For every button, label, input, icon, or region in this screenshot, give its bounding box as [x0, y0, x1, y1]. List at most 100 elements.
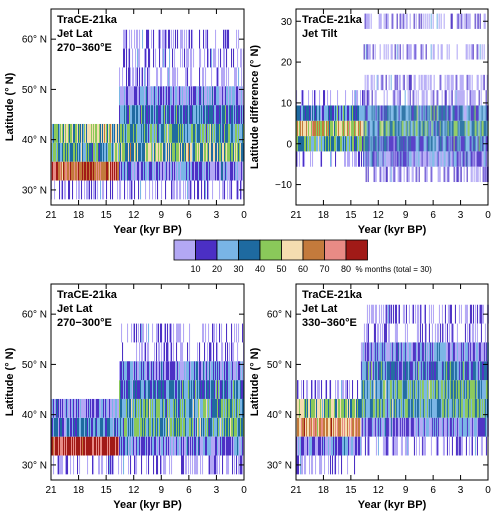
heatmap-cell: [127, 161, 129, 181]
heatmap-cell: [170, 436, 172, 456]
heatmap-cell: [316, 436, 318, 456]
heatmap-cell: [459, 380, 461, 399]
heatmap-cell: [428, 151, 430, 167]
heatmap-cell: [361, 361, 363, 381]
heatmap-cell: [437, 436, 439, 456]
heatmap-cell: [457, 380, 459, 399]
y-tick-label: −10: [275, 180, 292, 191]
heatmap-cell: [339, 436, 341, 456]
heatmap-cell: [423, 436, 425, 456]
heatmap-cell: [375, 105, 377, 121]
heatmap-cell: [121, 380, 123, 399]
heatmap-cell: [219, 380, 221, 399]
heatmap-cell: [324, 105, 326, 121]
heatmap-cell: [235, 436, 237, 456]
heatmap-cell: [416, 105, 418, 121]
heatmap-cell: [179, 361, 181, 381]
heatmap-cell: [481, 436, 483, 456]
heatmap-cell: [298, 120, 300, 137]
heatmap-cell: [123, 417, 125, 437]
heatmap-cell: [445, 380, 447, 399]
heatmap-cell: [157, 398, 159, 418]
heatmap-cell: [146, 361, 148, 381]
heatmap-cell: [161, 142, 163, 162]
heatmap-cell: [139, 342, 141, 362]
heatmap-cell: [312, 136, 314, 152]
heatmap-cell: [395, 436, 397, 456]
heatmap-cell: [366, 74, 368, 91]
heatmap-cell: [312, 398, 314, 418]
heatmap-cell: [132, 398, 134, 418]
x-tick-label: 6: [430, 210, 436, 221]
heatmap-cell: [147, 436, 149, 456]
heatmap-cell: [342, 380, 344, 399]
heatmap-cell: [399, 120, 401, 137]
heatmap-cell: [334, 455, 336, 475]
heatmap-cell: [387, 120, 389, 137]
heatmap-cell: [111, 398, 113, 418]
heatmap-cell: [365, 151, 367, 167]
heatmap-cell: [457, 417, 459, 437]
colorbar-swatch: [216, 239, 239, 261]
heatmap-cell: [365, 342, 367, 362]
heatmap-cell: [363, 136, 365, 152]
heatmap-cell: [208, 380, 210, 399]
heatmap-cell: [140, 142, 142, 162]
heatmap-cell: [475, 380, 477, 399]
heatmap-cell: [423, 90, 425, 106]
heatmap-cell: [165, 361, 167, 381]
heatmap-cell: [337, 90, 339, 106]
heatmap-cell: [355, 398, 357, 418]
heatmap-cell: [185, 455, 187, 475]
heatmap-cell: [466, 342, 468, 362]
heatmap-cell: [453, 136, 455, 152]
heatmap-cell: [212, 123, 214, 143]
heatmap-cell: [456, 44, 458, 60]
heatmap-cell: [210, 361, 212, 381]
heatmap-cell: [413, 105, 415, 121]
heatmap-cell: [160, 380, 162, 399]
heatmap-cell: [486, 361, 488, 381]
heatmap-cell: [352, 151, 354, 167]
heatmap-cell: [155, 86, 157, 106]
heatmap-cell: [101, 436, 103, 456]
heatmap-cell: [108, 417, 110, 437]
heatmap-cell: [418, 417, 420, 437]
heatmap-cell: [240, 105, 242, 124]
heatmap-cell: [390, 120, 392, 137]
heatmap-cell: [87, 180, 89, 200]
heatmap-cell: [132, 67, 134, 87]
heatmap-cell: [110, 455, 112, 475]
heatmap-cell: [338, 120, 340, 137]
heatmap-cell: [176, 361, 178, 381]
heatmap-cell: [448, 166, 450, 183]
heatmap-cell: [363, 136, 365, 152]
heatmap-cell: [345, 120, 347, 137]
heatmap-cell: [136, 417, 138, 437]
heatmap-cell: [91, 398, 93, 418]
heatmap-cell: [140, 380, 142, 399]
heatmap-cell: [337, 105, 339, 121]
colorbar-swatch: [345, 239, 368, 261]
heatmap-cell: [200, 436, 202, 456]
heatmap-cell: [93, 142, 95, 162]
heatmap-cell: [388, 74, 390, 91]
heatmap-cell: [425, 44, 427, 60]
heatmap-cell: [60, 436, 62, 456]
heatmap-cell: [375, 151, 377, 167]
heatmap-cell: [217, 398, 219, 418]
heatmap-cell: [437, 361, 439, 381]
heatmap-cell: [377, 361, 379, 381]
heatmap-cell: [191, 398, 193, 418]
heatmap-cell: [433, 120, 435, 137]
heatmap-cell: [99, 455, 101, 475]
heatmap-cell: [461, 13, 463, 29]
heatmap-cell: [242, 86, 244, 106]
heatmap-cell: [119, 417, 121, 437]
heatmap-cell: [443, 417, 445, 437]
heatmap-cell: [209, 380, 211, 399]
heatmap-cell: [54, 142, 56, 162]
heatmap-cell: [449, 342, 451, 362]
heatmap-cell: [166, 29, 168, 49]
heatmap-cell: [387, 136, 389, 152]
